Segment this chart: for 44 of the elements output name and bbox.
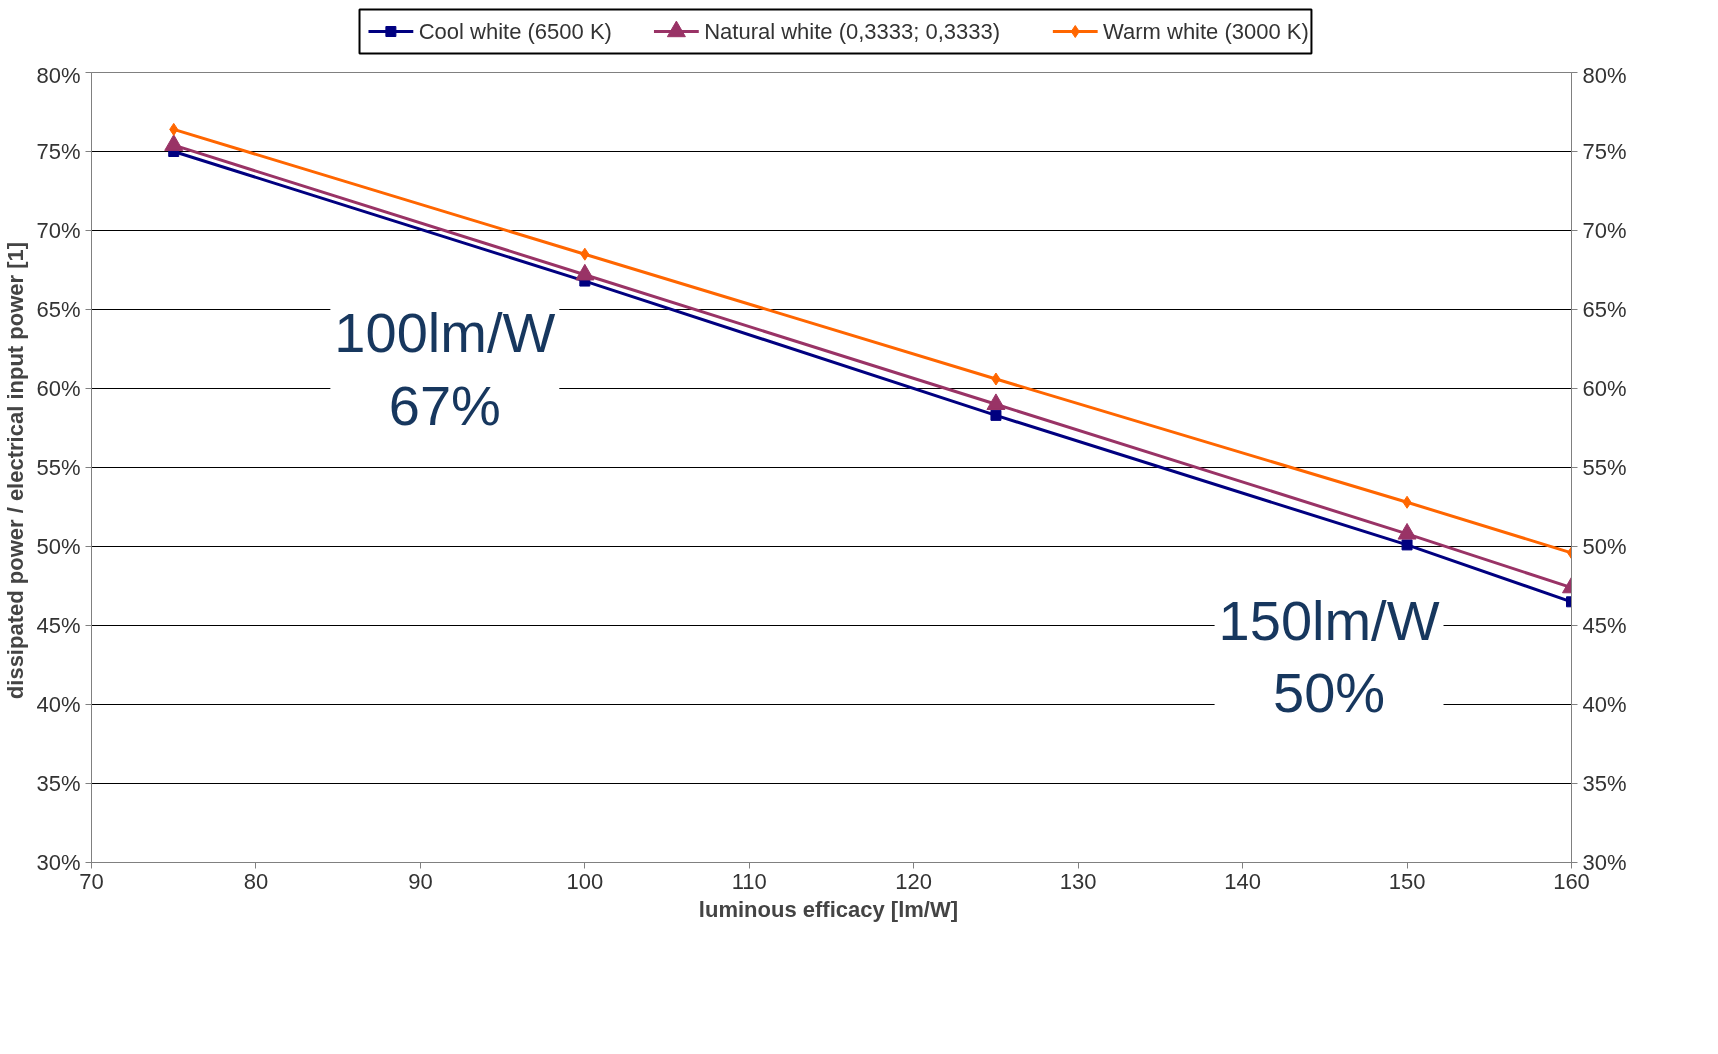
legend-label: Natural white (0,3333; 0,3333) bbox=[704, 19, 1001, 44]
annotation: 150lm/W 50% bbox=[1218, 588, 1440, 725]
y-tick-label: 30% bbox=[36, 850, 81, 875]
y-tick-label: 35% bbox=[36, 771, 81, 796]
x-tick-label: 80 bbox=[243, 868, 269, 894]
y2-tick-label: 80% bbox=[1582, 62, 1627, 88]
x-axis-title: luminous efficacy [lm/W] bbox=[698, 896, 959, 922]
y2-tick-label: 65% bbox=[1582, 297, 1627, 322]
x-tick-label: 90 bbox=[408, 868, 433, 894]
y-tick-label: 75% bbox=[36, 139, 81, 164]
y-tick-label: 80% bbox=[36, 62, 81, 88]
y2-tick-label: 30% bbox=[1582, 850, 1627, 875]
point bbox=[1402, 495, 1412, 509]
legend-label: Cool white (6500 K) bbox=[418, 19, 612, 44]
y-tick-label: 55% bbox=[36, 455, 81, 480]
x-tick-label: 150 bbox=[1388, 868, 1426, 894]
y2-tick-label: 55% bbox=[1582, 455, 1627, 480]
y-tick-label: 50% bbox=[36, 534, 81, 559]
y-axis-title: dissipated power / electrical input power [1] bbox=[3, 241, 29, 700]
x-tick-label: 70 bbox=[79, 868, 104, 894]
x-tick-label: 120 bbox=[895, 868, 933, 894]
x-tick-label: 140 bbox=[1224, 868, 1261, 894]
y-tick-label: 45% bbox=[36, 613, 81, 638]
point bbox=[991, 372, 1001, 386]
y2-tick-label: 40% bbox=[1582, 692, 1627, 717]
y2-tick-label: 60% bbox=[1582, 376, 1627, 401]
x-tick-label: 100 bbox=[566, 868, 604, 894]
y2-tick-label: 35% bbox=[1582, 771, 1627, 796]
y2-tick-label: 45% bbox=[1582, 613, 1627, 638]
x-tick-label: 110 bbox=[731, 868, 767, 894]
y2-tick-label: 75% bbox=[1582, 139, 1627, 164]
point bbox=[1401, 539, 1413, 551]
legend-label: Warm white (3000 K) bbox=[1103, 19, 1309, 44]
annotation: 100lm/W 67% bbox=[334, 301, 556, 437]
x-tick-label: 130 bbox=[1059, 868, 1097, 894]
y-tick-label: 60% bbox=[36, 376, 81, 401]
y-tick-label: 70% bbox=[36, 218, 81, 243]
y2-tick-label: 70% bbox=[1582, 218, 1627, 243]
point bbox=[580, 247, 590, 261]
y2-tick-label: 50% bbox=[1582, 534, 1627, 559]
point bbox=[990, 409, 1002, 421]
point bbox=[169, 122, 179, 136]
y-tick-label: 40% bbox=[36, 692, 81, 717]
y-tick-label: 65% bbox=[36, 297, 81, 322]
